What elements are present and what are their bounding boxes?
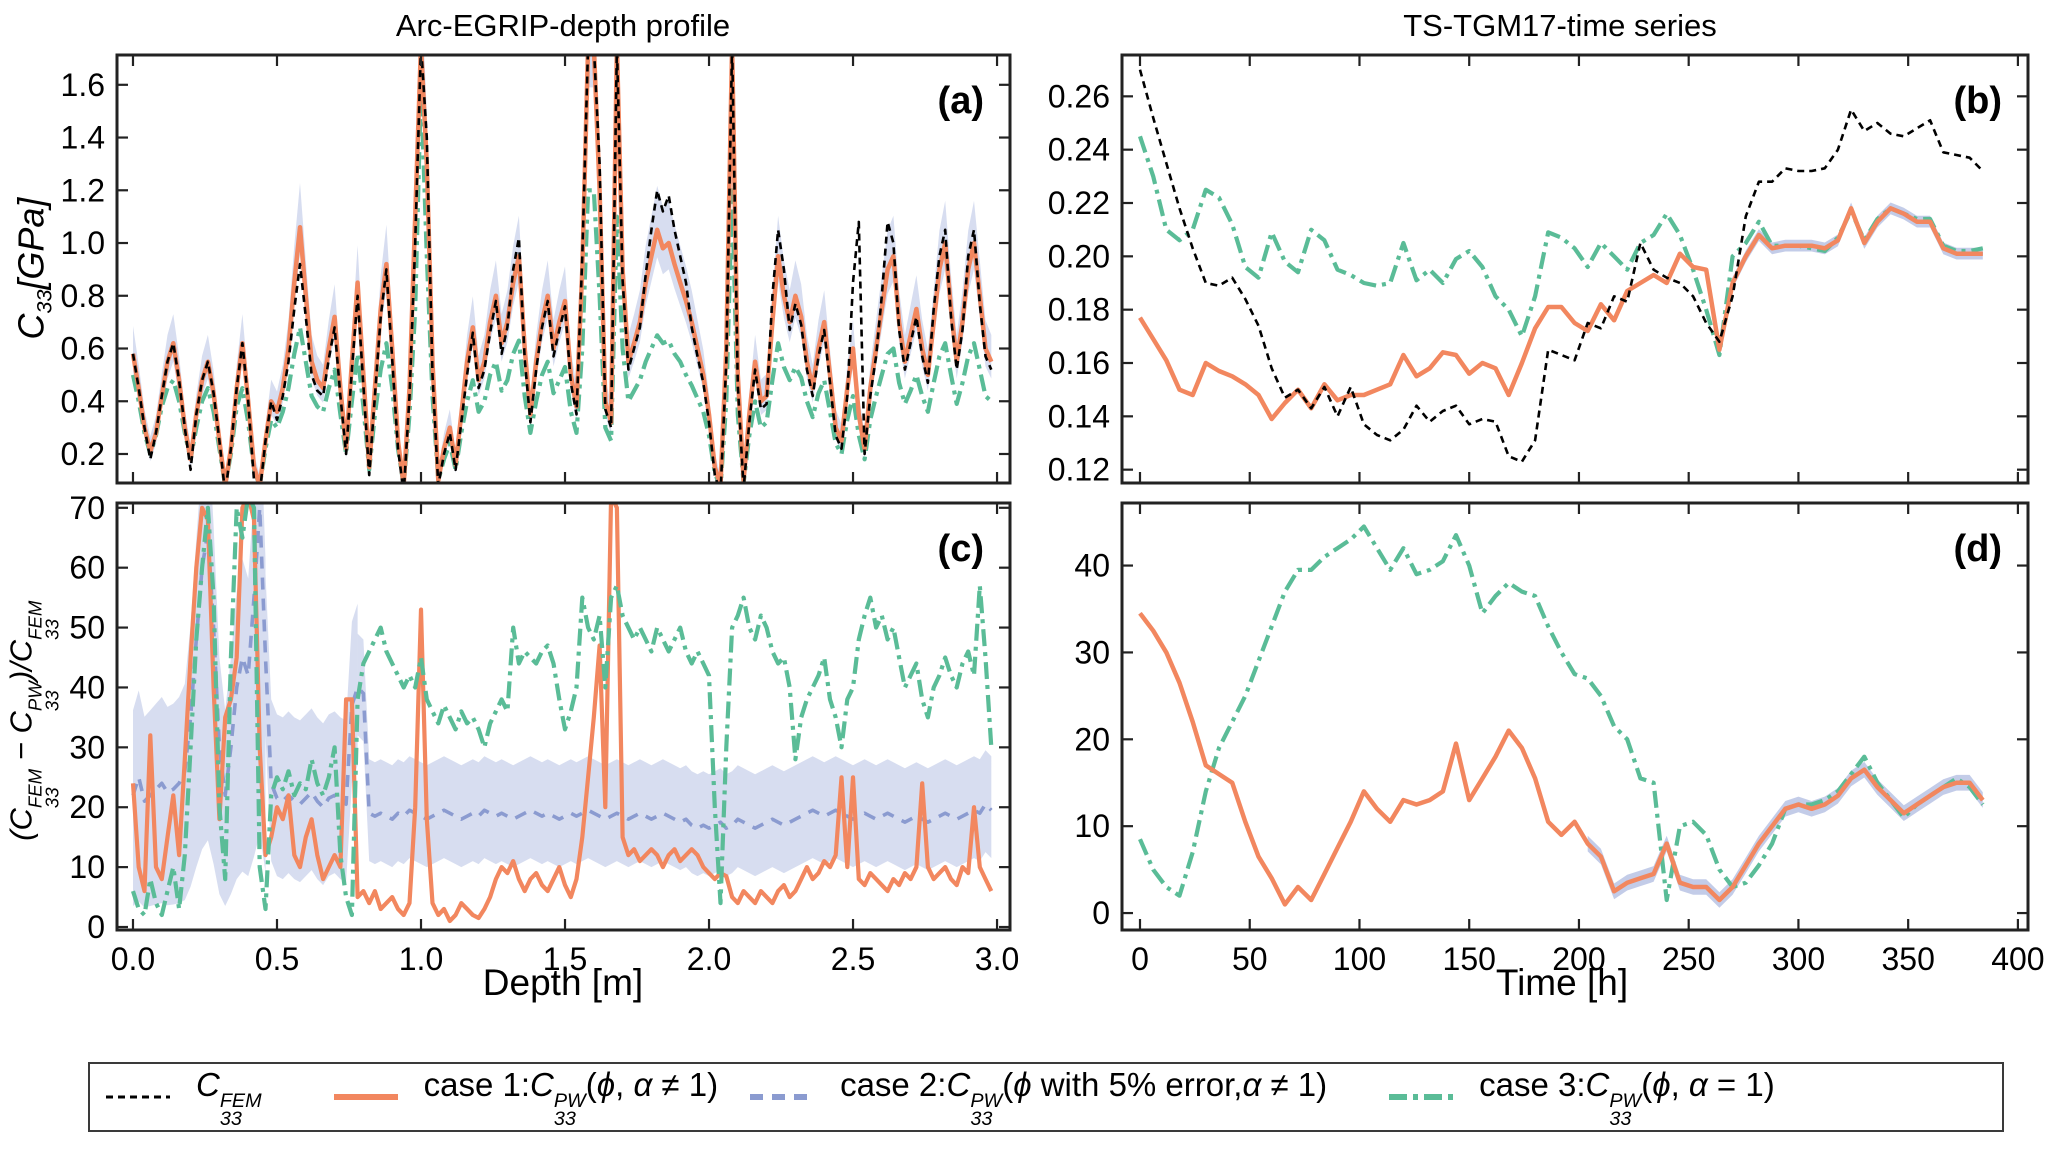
panel-c-xtick-label: 1.0	[399, 941, 443, 977]
panel-c-xtick-label: 2.5	[831, 941, 875, 977]
panel-b-ytick-label: 0.14	[1048, 398, 1110, 434]
legend-item-case1: case 1:C PW 33 (ϕ, α ≠ 1)	[332, 1065, 719, 1130]
panel-a: 0.2 0.4 0.6 0.8 1.0 1.2 1.4 1.6 (a)	[61, 53, 1012, 485]
panel-b-ytick-label: 0.16	[1048, 345, 1110, 381]
panel-a-ytick-label: 0.6	[61, 331, 105, 367]
time-axis-label: Time [h]	[1495, 962, 1629, 1003]
panel-c-ytick-label: 0	[87, 909, 105, 945]
panel-c-band2-band	[357, 633, 992, 877]
fem-line-sample-icon	[106, 1095, 170, 1099]
panel-a-ytick-label: 1.0	[61, 225, 105, 261]
panel-d-ytick-label: 10	[1074, 808, 1110, 844]
panel-c-ytick-label: 10	[69, 849, 105, 885]
panel-c-ytick-label: 20	[69, 789, 105, 825]
panel-c-ytick-label: 60	[69, 550, 105, 586]
panel-c-axes	[115, 501, 1012, 932]
legend-label-case1: case 1:C PW 33 (ϕ, α ≠ 1)	[423, 1065, 719, 1130]
panel-d-ytick-label: 40	[1074, 548, 1110, 584]
panel-a-letter: (a)	[938, 80, 984, 122]
panel-c-xtick-label: 1.5	[543, 941, 587, 977]
panel-c-letter: (c)	[938, 528, 984, 570]
panel-a-case3-line	[130, 82, 993, 483]
panel-a-fem-line	[131, 55, 993, 483]
panel-d: 0 50 100 150 200 250 300 350 400 0 10 20 30 40 (d)	[1074, 501, 2045, 977]
panel-d-xtick-label: 0	[1131, 941, 1149, 977]
panel-c-xtick-label: 0.0	[111, 941, 155, 977]
legend-box: C FEM 33 case 1:C PW 33 (ϕ, α ≠ 1) case 2:C PW 33…	[88, 1062, 2004, 1132]
panel-c-xtick-label: 0.5	[255, 941, 299, 977]
case3-line-sample-icon	[1389, 1094, 1454, 1100]
panel-a-ytick-label: 0.4	[61, 383, 105, 419]
panel-b-ytick-label: 0.18	[1048, 292, 1110, 328]
panel-d-plot-area	[1138, 524, 1985, 908]
panel-d-ytick-label: 0	[1092, 895, 1110, 931]
panel-c-ytick-label: 50	[69, 610, 105, 646]
panel-b-case1-line	[1138, 206, 1983, 422]
panel-b-axes	[1120, 53, 2030, 485]
panel-b-title: TS-TGM17-time series	[1403, 8, 1717, 43]
panel-d-letter: (d)	[1953, 528, 2002, 570]
panel-b: 0.12 0.14 0.16 0.18 0.20 0.22 0.24 0.26 (b)	[1048, 53, 2030, 488]
legend-label-fem: C FEM 33	[196, 1065, 262, 1130]
panel-a-ytick-label: 0.2	[61, 436, 105, 472]
panel-c-case2-line	[131, 505, 993, 831]
panel-c-band2-band	[133, 503, 266, 908]
panel-c-xtick-label: 2.0	[687, 941, 731, 977]
panel-a-ytick-label: 1.6	[61, 67, 105, 103]
panel-b-ytick-label: 0.22	[1048, 185, 1110, 221]
panel-b-case3-line	[1138, 135, 1984, 358]
panel-d-xtick-label: 50	[1232, 941, 1268, 977]
depth-axis-label: Depth [m]	[482, 962, 644, 1003]
panel-a-plot-area	[130, 55, 994, 483]
panel-b-ytick-label: 0.12	[1048, 452, 1110, 488]
panel-d-xtick-label: 300	[1772, 941, 1825, 977]
panel-c-case1-line	[130, 503, 994, 924]
panel-c: 0.0 0.5 1.0 1.5 2.0 2.5 3.0 0 10 20 30 40 50 60 70 (c)	[69, 490, 1019, 977]
panel-b-ytick-label: 0.26	[1048, 78, 1110, 114]
legend-item-case3: case 3:C PW 33 (ϕ, α = 1)	[1387, 1065, 1775, 1130]
case2-line-sample-icon	[750, 1094, 815, 1100]
case1-line-sample-icon	[333, 1094, 398, 1100]
panel-c-plot-area	[130, 503, 994, 924]
panel-b-band2-band	[1719, 202, 1983, 356]
panel-d-case1-line	[1138, 611, 1985, 907]
panel-b-ytick-label: 0.20	[1048, 238, 1110, 274]
panel-a-ytick-label: 1.2	[61, 172, 105, 208]
panel-d-xtick-label: 200	[1552, 941, 1605, 977]
panel-b-case2-line	[1138, 206, 1983, 421]
panel-d-ytick-label: 30	[1074, 634, 1110, 670]
legend-label-case3: case 3:C PW 33 (ϕ, α = 1)	[1479, 1065, 1775, 1130]
panel-b-plot-area	[1138, 69, 1984, 464]
panel-c-ylabel: (C FEM 33 − C PW 33)/C FEM 33	[3, 600, 63, 841]
legend-item-case2: case 2:C PW 33 (ϕ with 5% error,α ≠ 1)	[748, 1065, 1328, 1130]
legend-label-case2: case 2:C PW 33 (ϕ with 5% error,α ≠ 1)	[840, 1065, 1328, 1130]
panel-c-ytick-label: 40	[69, 669, 105, 705]
panel-a-case1-line	[130, 55, 994, 483]
panel-d-xtick-label: 350	[1881, 941, 1934, 977]
panel-b-letter: (b)	[1953, 80, 2002, 122]
panel-d-xtick-label: 150	[1443, 941, 1496, 977]
panel-c-xtick-label: 3.0	[975, 941, 1019, 977]
panel-a-ytick-label: 1.4	[61, 120, 105, 156]
panel-d-axes	[1120, 501, 2030, 932]
panel-d-band2-band	[1587, 761, 1983, 908]
panel-d-xtick-label: 250	[1662, 941, 1715, 977]
panel-d-xtick-label: 100	[1333, 941, 1386, 977]
legend-item-fem: C FEM 33	[104, 1065, 262, 1130]
panel-d-case2-line	[1138, 612, 1985, 907]
panel-c-case3-line	[130, 503, 994, 918]
panel-b-fem-line	[1138, 69, 1984, 464]
panel-c-ytick-label: 70	[69, 490, 105, 526]
panel-a-ytick-label: 0.8	[61, 278, 105, 314]
panel-a-title: Arc-EGRIP-depth profile	[395, 8, 731, 43]
panel-a-axes	[115, 53, 1012, 485]
panel-c-ytick-label: 30	[69, 729, 105, 765]
panel-b-ytick-label: 0.24	[1048, 132, 1110, 168]
panel-d-case3-line	[1138, 524, 1985, 903]
panel-d-xtick-label: 400	[1991, 941, 2044, 977]
panel-d-ytick-label: 20	[1074, 721, 1110, 757]
